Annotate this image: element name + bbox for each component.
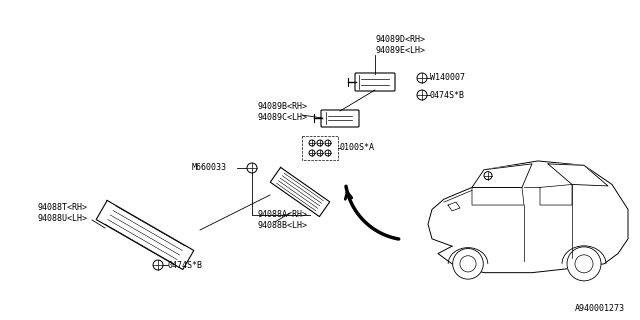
Polygon shape [270, 167, 330, 217]
Polygon shape [448, 202, 460, 211]
Text: 0474S*B: 0474S*B [168, 260, 203, 269]
FancyBboxPatch shape [321, 110, 359, 127]
Circle shape [460, 256, 476, 272]
Circle shape [317, 150, 323, 156]
Circle shape [153, 260, 163, 270]
Polygon shape [428, 161, 628, 273]
Circle shape [325, 140, 331, 146]
Polygon shape [96, 200, 194, 269]
Circle shape [484, 172, 492, 180]
Text: 0100S*A: 0100S*A [340, 143, 375, 153]
Text: A940001273: A940001273 [575, 304, 625, 313]
Circle shape [317, 140, 323, 146]
Text: 94089B<RH>
94089C<LH>: 94089B<RH> 94089C<LH> [258, 102, 308, 122]
Polygon shape [472, 164, 532, 188]
Polygon shape [472, 188, 524, 205]
Circle shape [452, 249, 483, 279]
Circle shape [325, 150, 331, 156]
Circle shape [417, 73, 427, 83]
Circle shape [309, 140, 315, 146]
Text: 94088T<RH>
94088U<LH>: 94088T<RH> 94088U<LH> [38, 203, 88, 223]
Bar [302, 136, 338, 160]
Circle shape [309, 150, 315, 156]
Circle shape [575, 255, 593, 273]
Circle shape [417, 90, 427, 100]
Polygon shape [548, 164, 608, 186]
Text: M660033: M660033 [192, 164, 227, 172]
FancyBboxPatch shape [355, 73, 395, 91]
Circle shape [247, 163, 257, 173]
Text: 94088A<RH>
94088B<LH>: 94088A<RH> 94088B<LH> [258, 210, 308, 230]
Circle shape [567, 247, 601, 281]
Text: 94089D<RH>
94089E<LH>: 94089D<RH> 94089E<LH> [375, 35, 425, 55]
Polygon shape [540, 184, 572, 205]
Text: W140007: W140007 [430, 74, 465, 83]
Text: 0474S*B: 0474S*B [430, 91, 465, 100]
